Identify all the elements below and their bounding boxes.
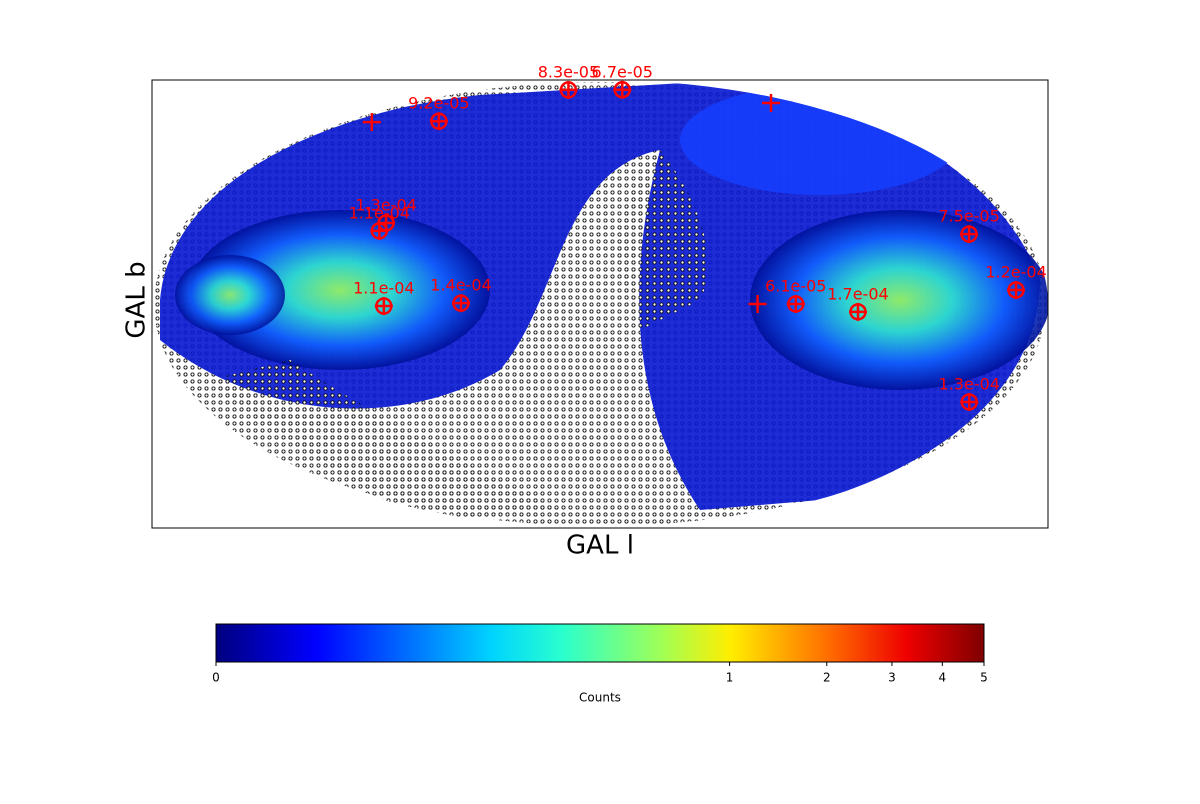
colorbar-tick-label: 5 [980,671,988,685]
colorbar-tick-label: 1 [726,671,734,685]
source-label: 8.3e-05 [538,62,599,81]
colorbar-tick-label: 3 [888,671,896,685]
colorbar-tick-label: 0 [212,671,220,685]
exposure-dots [618,150,708,330]
source-marker [848,302,867,321]
marker-circle [849,303,867,321]
source-marker [1007,281,1026,300]
colorbar [215,623,985,663]
source-marker [429,112,448,131]
source-label: 1.3e-04 [939,374,1000,393]
source-marker [613,80,632,99]
source-marker [451,294,470,313]
marker-circle [787,295,805,313]
source-label: 1.1e-04 [353,279,414,298]
marker-circle [1007,281,1025,299]
marker-circle [370,222,389,240]
source-label: 1.4e-04 [430,276,491,295]
marker-circle [430,112,448,130]
source-label: 1.1e-04 [349,203,410,222]
source-marker [960,392,979,411]
source-marker [960,225,979,244]
heatmap-region [680,85,960,195]
plot-frame [151,79,1049,529]
source-marker [374,297,393,316]
source-label: 6.1e-05 [765,277,826,296]
source-label: 9.2e-05 [408,94,469,113]
colorbar-tick-label: 2 [823,671,831,685]
source-label: 6.7e-05 [592,62,653,81]
heatmap-lobe [175,255,285,335]
colorbar-label: Counts [579,691,621,705]
marker-circle [452,294,470,312]
marker-circle [375,297,393,315]
exposure-dots [210,360,560,520]
marker-circle [960,225,978,243]
heatmap-lobe [750,210,1048,390]
marker-circle [559,81,578,99]
source-marker [370,221,389,240]
source-marker [362,113,381,132]
source-marker [559,80,578,99]
source-marker [786,295,805,313]
marker-circle [613,81,632,99]
colorbar-tick-label: 4 [939,671,947,685]
x-axis-label: GAL l [566,531,634,561]
source-label: 7.5e-05 [938,207,999,226]
heatmap-lobe [190,210,490,370]
source-label: 1.2e-04 [985,263,1046,282]
source-marker [762,93,781,112]
y-axis-label: GAL b [122,261,152,338]
sky-map [154,82,1048,526]
source-label: 1.7e-04 [827,284,888,303]
marker-circle [960,393,978,411]
source-marker [748,295,767,313]
source-label: 1.3e-04 [355,195,416,214]
